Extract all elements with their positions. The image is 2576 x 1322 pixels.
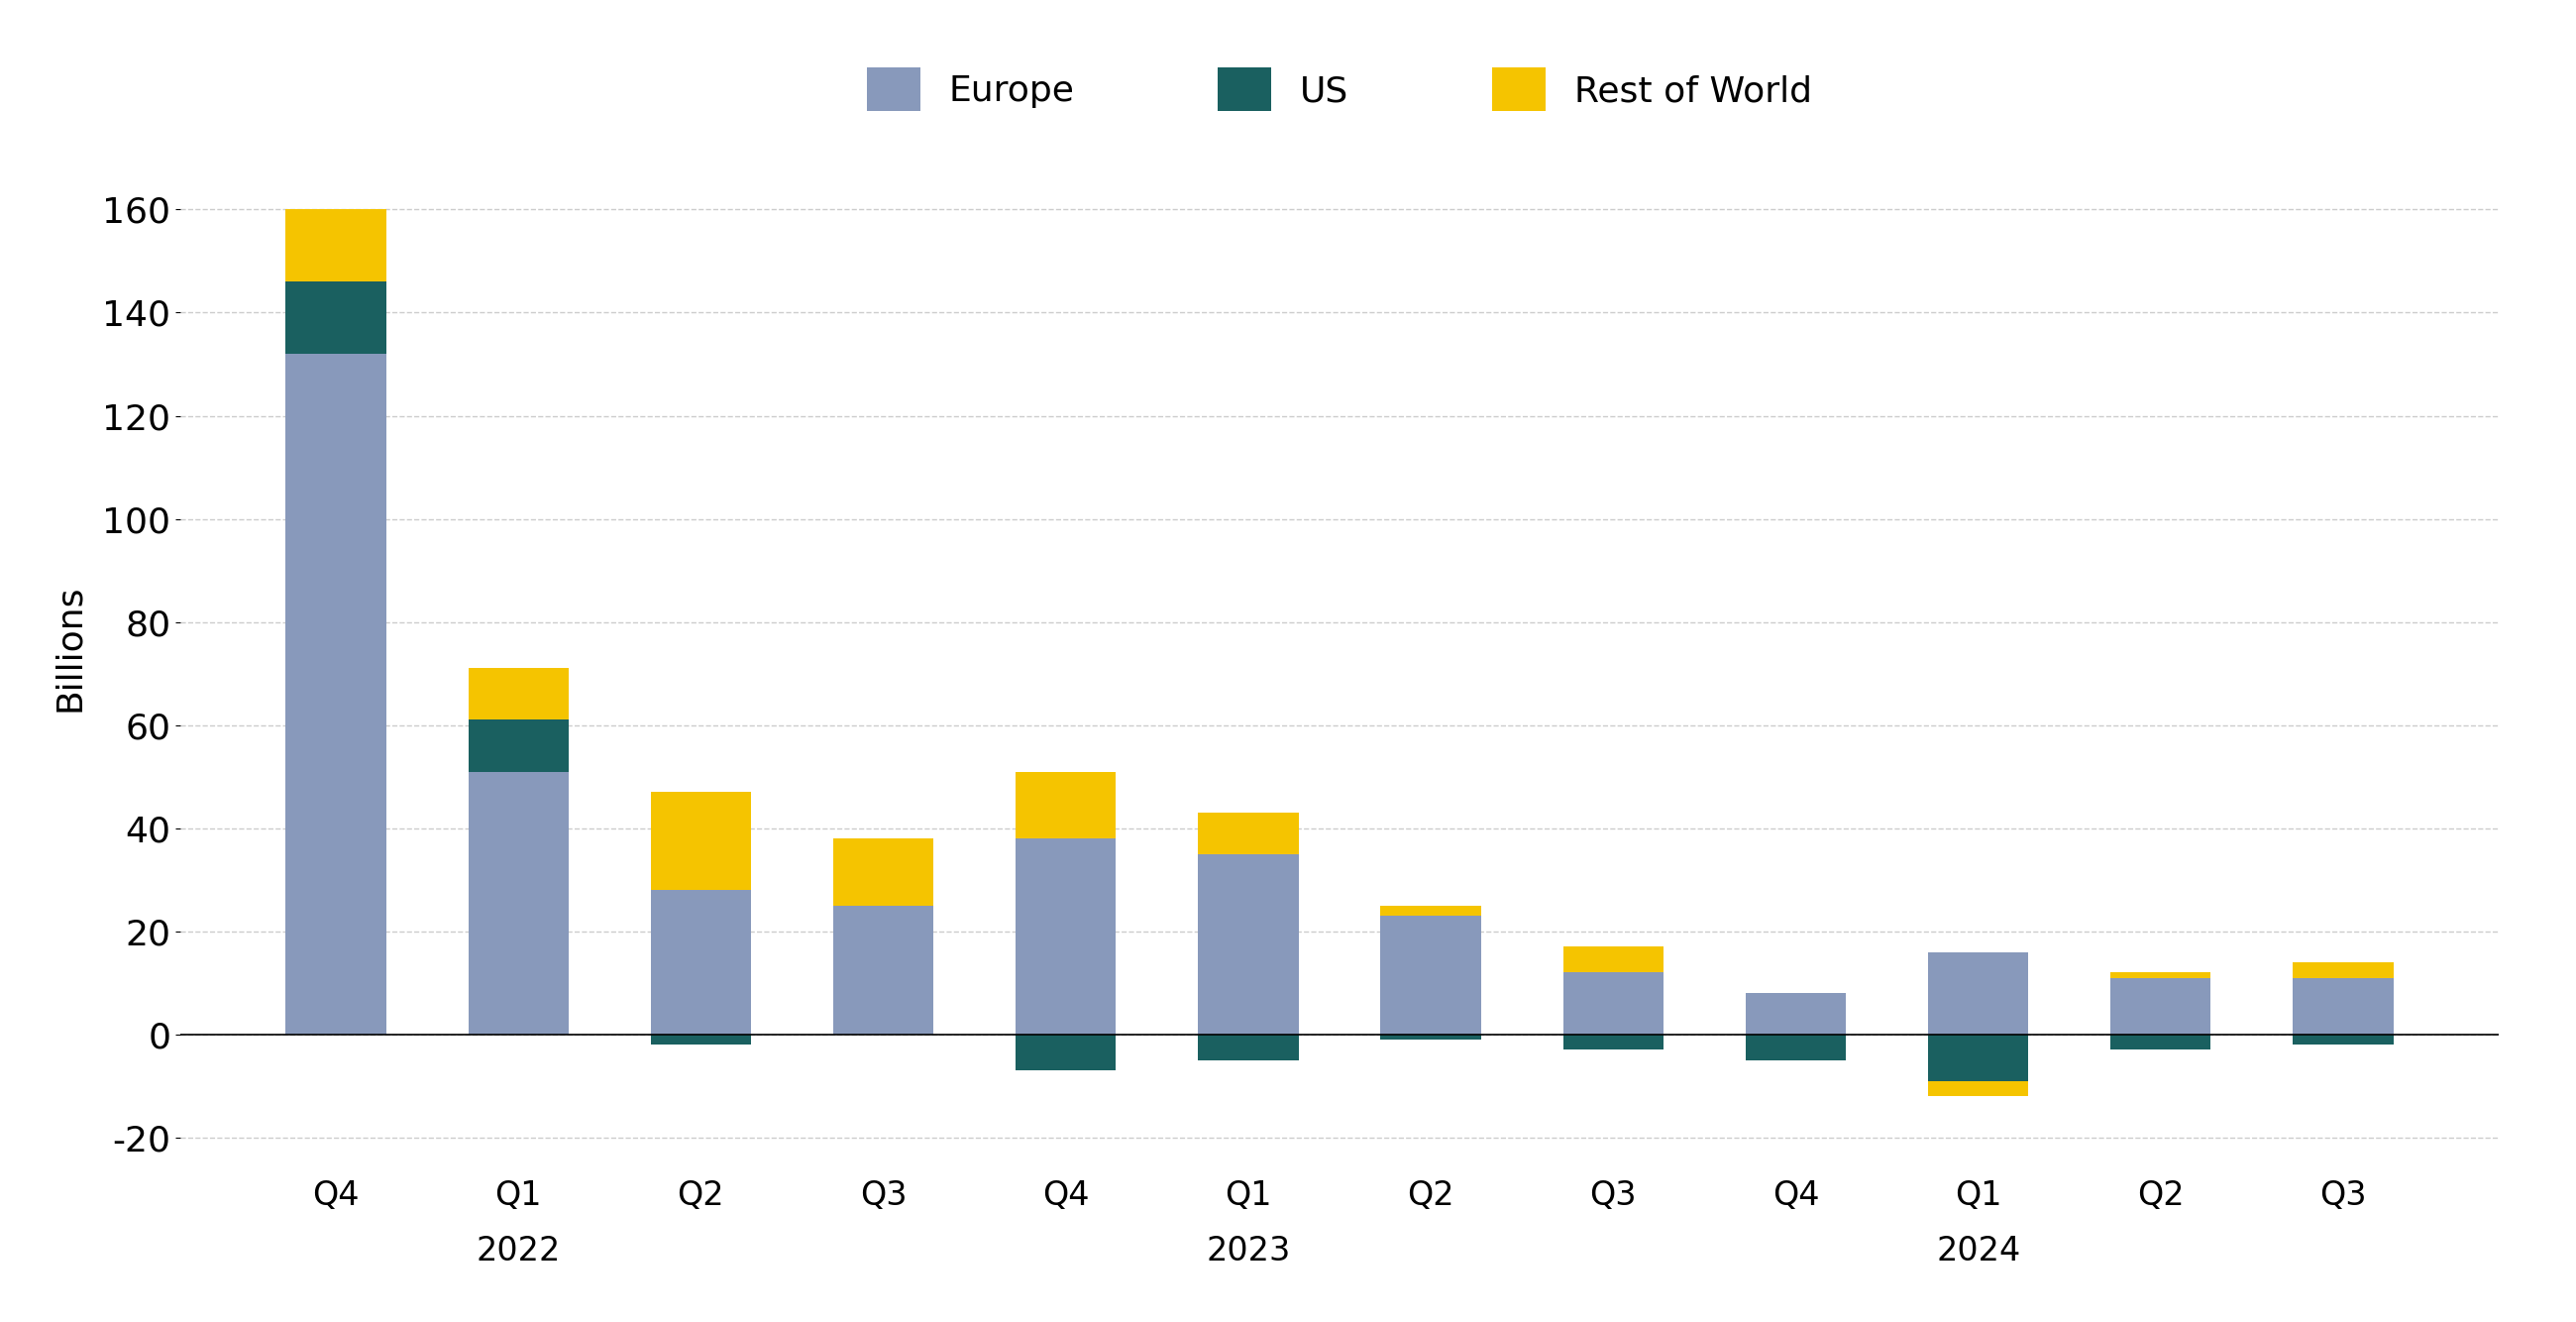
Text: 2023: 2023: [1206, 1235, 1291, 1268]
Text: 2022: 2022: [477, 1235, 562, 1268]
Bar: [1747, 993, 1847, 1034]
Bar: [469, 772, 569, 1034]
Bar: [832, 838, 933, 906]
Bar: [2293, 962, 2393, 978]
Bar: [469, 669, 569, 720]
Bar: [286, 282, 386, 354]
Bar: [2293, 1034, 2393, 1044]
Bar: [1015, 1034, 1115, 1071]
Bar: [652, 792, 752, 890]
Bar: [1564, 947, 1664, 973]
Bar: [1198, 854, 1298, 1034]
Bar: [1927, 952, 2027, 1034]
Bar: [652, 1034, 752, 1044]
Bar: [1381, 1034, 1481, 1039]
Bar: [1015, 772, 1115, 838]
Bar: [1927, 1081, 2027, 1096]
Legend: Europe, US, Rest of World: Europe, US, Rest of World: [868, 67, 1811, 111]
Bar: [1198, 1034, 1298, 1060]
Bar: [286, 354, 386, 1034]
Bar: [1381, 906, 1481, 916]
Bar: [1927, 1034, 2027, 1081]
Bar: [1015, 838, 1115, 1034]
Y-axis label: Billions: Billions: [52, 584, 85, 711]
Bar: [1198, 813, 1298, 854]
Text: 2024: 2024: [1937, 1235, 2020, 1268]
Bar: [1381, 916, 1481, 1034]
Bar: [469, 720, 569, 772]
Bar: [832, 906, 933, 1034]
Bar: [2110, 973, 2210, 978]
Bar: [2110, 978, 2210, 1034]
Bar: [2293, 978, 2393, 1034]
Bar: [652, 890, 752, 1034]
Bar: [2110, 1034, 2210, 1050]
Bar: [1747, 1034, 1847, 1060]
Bar: [1564, 973, 1664, 1034]
Bar: [286, 210, 386, 282]
Bar: [1564, 1034, 1664, 1050]
